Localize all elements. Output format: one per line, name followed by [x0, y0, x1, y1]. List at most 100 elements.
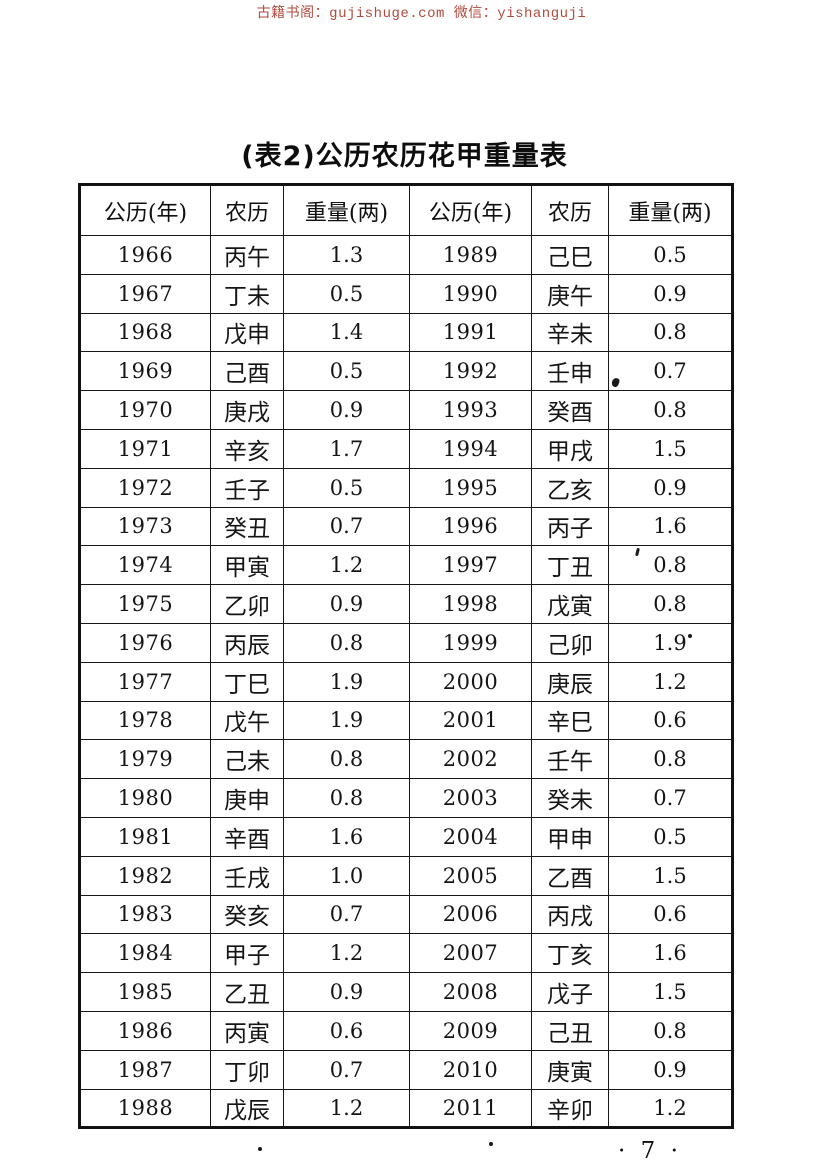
weight-cell: 1.2 — [283, 1088, 410, 1129]
gregorian-year-cell: 1972 — [79, 467, 211, 508]
lunar-year-cell: 庚戌 — [210, 390, 284, 430]
gregorian-year-cell: 1982 — [79, 855, 211, 896]
lunar-year-cell: 甲申 — [531, 816, 609, 857]
weight-cell: 0.8 — [283, 622, 410, 663]
header-lunar-left: 农历 — [210, 184, 284, 236]
gregorian-year-cell: 1974 — [79, 545, 211, 586]
gregorian-year-cell: 1978 — [79, 700, 211, 741]
weight-cell: 1.6 — [283, 816, 410, 857]
gregorian-year-cell: 1979 — [79, 739, 211, 780]
lunar-year-cell: 丁亥 — [531, 933, 609, 974]
page-title: (表2)公历农历花甲重量表 — [241, 141, 568, 172]
weight-cell: 0.5 — [608, 816, 733, 857]
lunar-year-cell: 壬申 — [531, 351, 609, 392]
weight-cell: 1.9 — [608, 622, 733, 663]
lunar-year-cell: 辛巳 — [531, 700, 609, 741]
gregorian-year-cell: 1992 — [409, 351, 532, 392]
weight-cell: 1.3 — [283, 235, 410, 275]
lunar-year-cell: 甲寅 — [210, 545, 284, 586]
gregorian-year-cell: 2003 — [409, 778, 532, 818]
lunar-year-cell: 丙子 — [531, 506, 609, 547]
weight-cell: 0.7 — [608, 351, 733, 392]
gregorian-year-cell: 1983 — [79, 894, 211, 935]
lunar-year-cell: 丁丑 — [531, 545, 609, 586]
lunar-year-cell: 丁未 — [210, 273, 284, 314]
weight-cell: 0.9 — [608, 467, 733, 508]
weight-cell: 1.9 — [283, 661, 410, 702]
lunar-year-cell: 乙卯 — [210, 584, 284, 624]
weight-cell: 1.5 — [608, 972, 733, 1012]
watermark-text: 古籍书阁：gujishuge.com 微信：yishanguji — [256, 6, 587, 22]
gregorian-year-cell: 2001 — [409, 700, 532, 741]
lunar-year-cell: 庚午 — [531, 273, 609, 314]
gregorian-year-cell: 1975 — [79, 584, 211, 624]
lunar-year-cell: 庚寅 — [531, 1049, 609, 1090]
gregorian-year-cell: 1970 — [79, 390, 211, 430]
lunar-year-cell: 戊申 — [210, 312, 284, 353]
table-row: 1973 癸丑 0.7 1996 丙子 1.6 — [79, 506, 733, 547]
table-row: 1975 乙卯 0.9 1998 戊寅 0.8 — [79, 584, 733, 624]
weight-cell: 1.2 — [283, 545, 410, 586]
weight-cell: 0.5 — [283, 467, 410, 508]
lunar-year-cell: 己巳 — [531, 235, 609, 275]
gregorian-year-cell: 2011 — [409, 1088, 532, 1129]
weight-cell: 0.8 — [608, 312, 733, 353]
lunar-year-cell: 壬午 — [531, 739, 609, 780]
header-weight-left: 重量(两) — [283, 184, 410, 236]
lunar-year-cell: 乙酉 — [531, 855, 609, 896]
lunar-year-cell: 丙戌 — [531, 894, 609, 935]
lunar-year-cell: 辛未 — [531, 312, 609, 353]
header-lunar-right: 农历 — [531, 184, 609, 236]
gregorian-year-cell: 1985 — [79, 972, 211, 1012]
lunar-year-cell: 戊寅 — [531, 584, 609, 624]
gregorian-year-cell: 1991 — [409, 312, 532, 353]
gregorian-year-cell: 1990 — [409, 273, 532, 314]
lunar-year-cell: 戊辰 — [210, 1088, 284, 1129]
lunar-year-cell: 己卯 — [531, 622, 609, 663]
gregorian-year-cell: 1968 — [79, 312, 211, 353]
gregorian-year-cell: 2007 — [409, 933, 532, 974]
weight-cell: 1.2 — [608, 661, 733, 702]
lunar-year-cell: 辛亥 — [210, 428, 284, 469]
table-row: 1970 庚戌 0.9 1993 癸酉 0.8 — [79, 390, 733, 430]
weight-cell: 0.9 — [283, 972, 410, 1012]
lunar-year-cell: 乙亥 — [531, 467, 609, 508]
weight-cell: 0.8 — [608, 739, 733, 780]
gregorian-year-cell: 1995 — [409, 467, 532, 508]
lunar-year-cell: 甲子 — [210, 933, 284, 974]
table-row: 1967 丁未 0.5 1990 庚午 0.9 — [79, 273, 733, 314]
gregorian-year-cell: 1973 — [79, 506, 211, 547]
weight-cell: 0.9 — [283, 390, 410, 430]
gregorian-year-cell: 1998 — [409, 584, 532, 624]
gregorian-year-cell: 1967 — [79, 273, 211, 314]
weight-cell: 0.7 — [283, 894, 410, 935]
table-row: 1984 甲子 1.2 2007 丁亥 1.6 — [79, 933, 733, 974]
table-row: 1982 壬戌 1.0 2005 乙酉 1.5 — [79, 855, 733, 896]
table-row: 1986 丙寅 0.6 2009 己丑 0.8 — [79, 1010, 733, 1051]
weight-cell: 1.9 — [283, 700, 410, 741]
scan-artifact — [688, 634, 692, 638]
table-row: 1974 甲寅 1.2 1997 丁丑 0.8 — [79, 545, 733, 586]
lunar-year-cell: 丁卯 — [210, 1049, 284, 1090]
weight-cell: 1.7 — [283, 428, 410, 469]
gregorian-year-cell: 1993 — [409, 390, 532, 430]
table-row: 1976 丙辰 0.8 1999 己卯 1.9 — [79, 622, 733, 663]
weight-cell: 0.7 — [283, 506, 410, 547]
weight-cell: 0.8 — [608, 390, 733, 430]
gregorian-year-cell: 1986 — [79, 1010, 211, 1051]
scan-artifact — [258, 1147, 262, 1151]
weight-cell: 0.9 — [608, 1049, 733, 1090]
weight-cell: 1.0 — [283, 855, 410, 896]
header-weight-right: 重量(两) — [608, 184, 733, 236]
lunar-year-cell: 癸酉 — [531, 390, 609, 430]
weight-table: 公历(年) 农历 重量(两) 公历(年) 农历 重量(两) 1966 丙午 1.3 1… — [78, 183, 734, 1130]
weight-cell: 0.8 — [608, 1010, 733, 1051]
lunar-year-cell: 己酉 — [210, 351, 284, 392]
weight-cell: 1.5 — [608, 855, 733, 896]
lunar-year-cell: 丁巳 — [210, 661, 284, 702]
page-number: · 7 · — [618, 1138, 682, 1164]
table-row: 1987 丁卯 0.7 2010 庚寅 0.9 — [79, 1049, 733, 1090]
weight-cell: 0.5 — [608, 235, 733, 275]
weight-cell: 1.6 — [608, 933, 733, 974]
weight-cell: 0.8 — [283, 739, 410, 780]
